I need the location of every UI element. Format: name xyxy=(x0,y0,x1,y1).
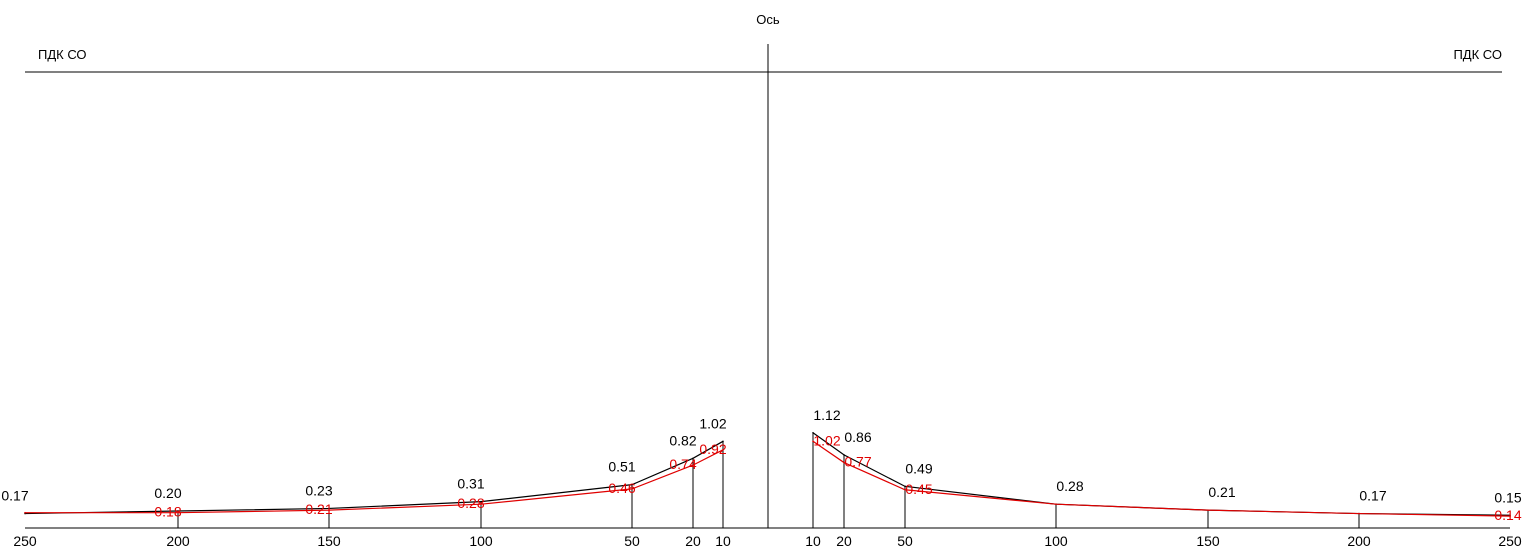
series-2-point-left xyxy=(24,511,26,514)
series-2-point-right xyxy=(904,488,906,491)
limit-label-left: ПДК СО xyxy=(38,47,87,62)
series-1-point-left xyxy=(722,440,724,443)
series-2-point-right xyxy=(1207,509,1209,511)
series-2-point-right xyxy=(1055,503,1057,506)
series-2-point-left xyxy=(177,511,179,514)
series-1-data-label-right: 0.86 xyxy=(844,429,871,445)
series-2-data-label-right: 0.14 xyxy=(1494,507,1521,523)
series-2-data-label-right: 0.77 xyxy=(844,454,871,470)
limit-label-right: ПДК СО xyxy=(1453,47,1502,62)
series-2-data-label-left: 0.74 xyxy=(669,456,696,472)
series-2-data-label-left: 0.92 xyxy=(699,441,726,457)
x-tick-label-left: 50 xyxy=(624,533,640,549)
series-2-data-label-left: 0.18 xyxy=(154,504,181,520)
series-1-data-label-right: 0.17 xyxy=(1359,488,1386,504)
x-tick-label-right: 150 xyxy=(1196,533,1220,549)
x-tick-label-right: 100 xyxy=(1044,533,1068,549)
series-2-data-label-left: 0.28 xyxy=(457,495,484,511)
x-tick-label-right: 250 xyxy=(1498,533,1522,549)
series-1-line-left xyxy=(24,440,724,515)
series-1-point-left xyxy=(631,483,633,486)
series-2-point-left xyxy=(692,464,694,466)
series-2-point-left xyxy=(722,449,724,451)
series-2-data-label-right: 1.02 xyxy=(813,432,840,448)
series-1-data-label-right: 1.12 xyxy=(813,407,840,423)
series-1-point-right xyxy=(812,432,814,434)
series-1-data-label-left: 0.51 xyxy=(608,459,635,475)
series-2-point-right xyxy=(1509,515,1511,517)
series-1-data-label-left: 0.17 xyxy=(1,488,28,504)
chart-marks: 250 200 150 100 50 20 10 10 20 50 100 150 200 250 0.17… xyxy=(1,407,1522,549)
series-1-data-label-left: 0.82 xyxy=(669,432,696,448)
series-1-data-label-left: 0.31 xyxy=(457,476,484,492)
x-tick-label-left: 150 xyxy=(317,533,341,549)
series-2-point-right xyxy=(1358,512,1360,515)
series-1-point-left xyxy=(692,457,694,460)
series-1-data-label-left: 0.23 xyxy=(305,482,332,498)
series-1-data-label-left: 0.20 xyxy=(154,485,181,501)
series-2-point-left xyxy=(328,509,330,511)
x-tick-label-left: 200 xyxy=(166,533,190,549)
series-1-data-label-right: 0.15 xyxy=(1494,489,1521,505)
x-tick-label-right: 50 xyxy=(897,533,913,549)
series-2-line-right xyxy=(812,440,1511,517)
series-1-point-right xyxy=(843,454,845,456)
series-2-point-right xyxy=(843,461,845,464)
series-2-data-label-left: 0.46 xyxy=(608,480,635,496)
x-tick-label-right: 10 xyxy=(805,533,821,549)
x-tick-label-left: 100 xyxy=(469,533,493,549)
x-tick-label-left: 250 xyxy=(13,533,37,549)
series-2-point-left xyxy=(631,488,633,490)
series-2-point-left xyxy=(480,503,482,506)
series-1-point-left xyxy=(328,507,330,510)
series-1-point-right xyxy=(904,485,906,488)
x-tick-label-right: 200 xyxy=(1347,533,1371,549)
series-1-point-left xyxy=(480,500,482,503)
series-2-point-right xyxy=(812,440,814,443)
series-1-data-label-right: 0.49 xyxy=(905,460,932,476)
x-tick-label-left: 20 xyxy=(685,533,701,549)
chart-frame: Ось ПДК СО ПДК СО xyxy=(25,12,1510,529)
x-tick-label-right: 20 xyxy=(836,533,852,549)
center-axis-label: Ось xyxy=(756,12,780,27)
series-1-data-label-right: 0.28 xyxy=(1056,478,1083,494)
series-1-data-label-left: 1.02 xyxy=(699,415,726,431)
series-2-data-label-right: 0.45 xyxy=(905,481,932,497)
series-1-point-left xyxy=(177,510,179,512)
x-tick-label-left: 10 xyxy=(715,533,731,549)
series-1-data-label-right: 0.21 xyxy=(1208,484,1235,500)
series-2-data-label-left: 0.21 xyxy=(305,501,332,517)
